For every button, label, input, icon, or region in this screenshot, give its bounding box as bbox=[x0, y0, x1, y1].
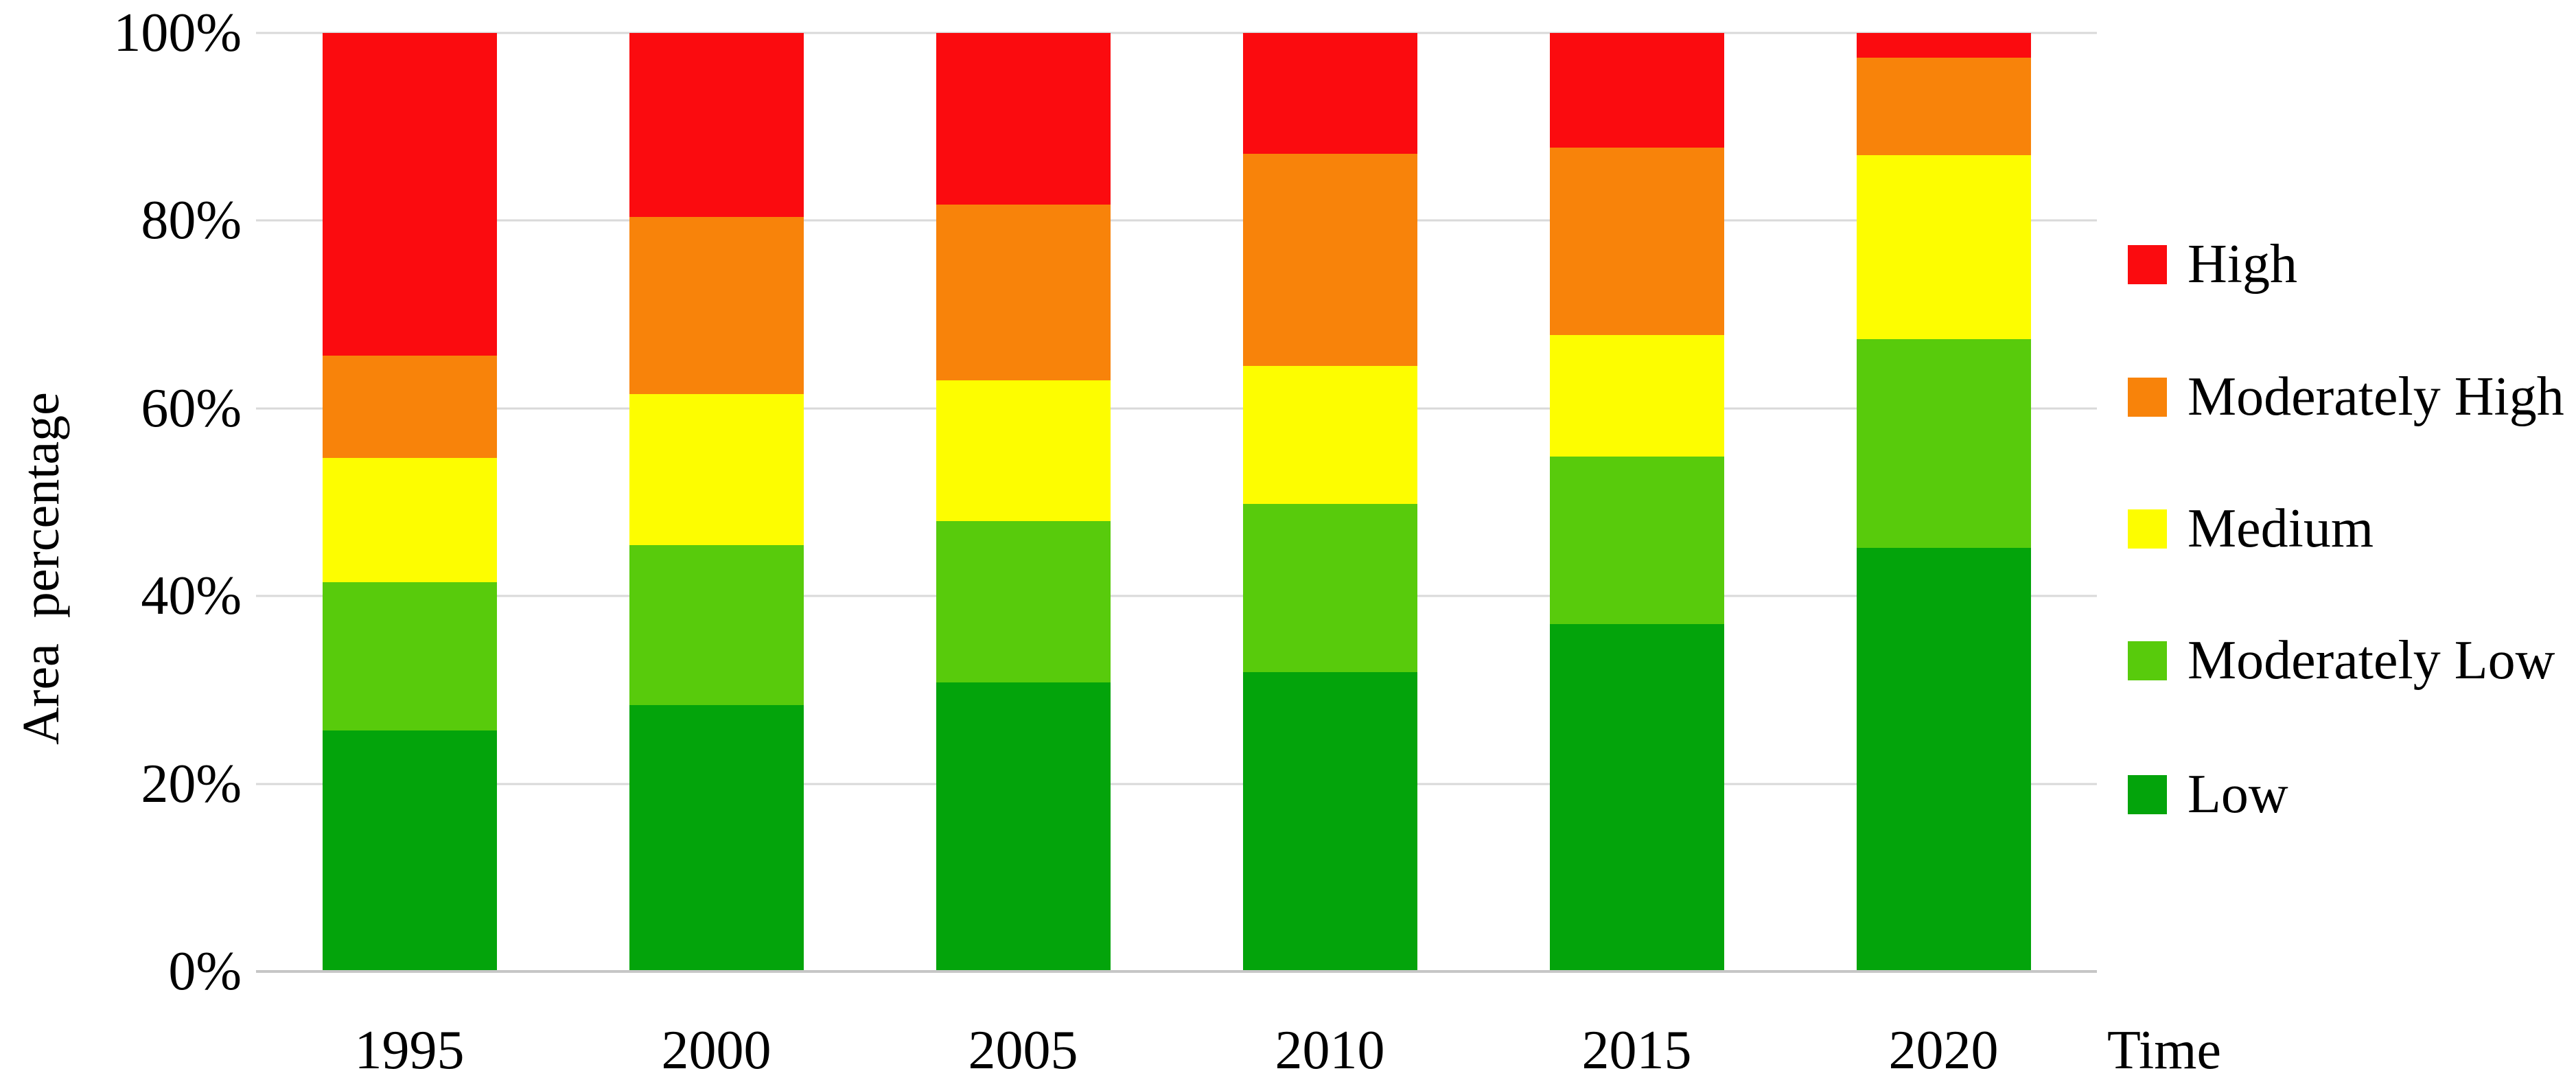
bar-segment-2015-moderately-low bbox=[1549, 456, 1724, 625]
y-tick-label-40: 40% bbox=[141, 566, 242, 627]
x-axis-line bbox=[256, 970, 2097, 973]
bar-segment-2000-moderately-low bbox=[629, 545, 804, 705]
bar-segment-2020-low bbox=[1856, 548, 2031, 971]
legend-item-low: Low bbox=[2128, 761, 2288, 827]
bar-2010 bbox=[1242, 33, 1417, 971]
bar-segment-2010-moderately-high bbox=[1242, 154, 1417, 367]
gridline-20 bbox=[256, 783, 2097, 785]
bar-segment-2005-moderately-high bbox=[936, 205, 1111, 380]
bar-segment-2000-low bbox=[629, 704, 804, 971]
legend-swatch-moderately-high bbox=[2128, 377, 2167, 417]
legend-label-moderately-low: Moderately Low bbox=[2188, 630, 2555, 691]
bar-segment-2020-high bbox=[1856, 33, 2031, 58]
bar-segment-2020-medium bbox=[1856, 154, 2031, 339]
bar-segment-1995-medium bbox=[322, 458, 497, 582]
bar-segment-2020-moderately-high bbox=[1856, 57, 2031, 155]
legend-label-high: High bbox=[2188, 234, 2297, 295]
plot-area bbox=[256, 32, 2097, 973]
x-axis-title: Time bbox=[2107, 1020, 2222, 1081]
y-tick-label-80: 80% bbox=[141, 190, 242, 251]
bar-2005 bbox=[936, 33, 1111, 971]
bar-segment-1995-moderately-high bbox=[322, 356, 497, 459]
y-tick-label-100: 100% bbox=[113, 3, 242, 63]
bar-segment-2005-low bbox=[936, 682, 1111, 971]
legend-swatch-low bbox=[2128, 774, 2167, 814]
bar-segment-2015-low bbox=[1549, 624, 1724, 971]
x-tick-label-2015: 2015 bbox=[1581, 1020, 1692, 1081]
bar-segment-2015-moderately-high bbox=[1549, 147, 1724, 336]
gridline-40 bbox=[256, 595, 2097, 597]
bar-2000 bbox=[629, 33, 804, 971]
x-tick-label-2005: 2005 bbox=[968, 1020, 1078, 1081]
bar-segment-2020-moderately-low bbox=[1856, 338, 2031, 549]
x-tick-label-2000: 2000 bbox=[661, 1020, 771, 1081]
legend-item-moderately-low: Moderately Low bbox=[2128, 628, 2555, 693]
y-tick-label-0: 0% bbox=[168, 941, 242, 1002]
bar-segment-2005-moderately-low bbox=[936, 520, 1111, 682]
legend-swatch-medium bbox=[2128, 509, 2167, 549]
bar-segment-2010-medium bbox=[1242, 366, 1417, 505]
bar-segment-2010-low bbox=[1242, 671, 1417, 971]
bar-segment-2015-high bbox=[1549, 33, 1724, 148]
legend-item-moderately-high: Moderately High bbox=[2128, 364, 2564, 430]
x-tick-label-2020: 2020 bbox=[1888, 1020, 1999, 1081]
legend-item-high: High bbox=[2128, 231, 2297, 297]
bar-segment-2000-high bbox=[629, 33, 804, 217]
bar-segment-2010-moderately-low bbox=[1242, 504, 1417, 672]
legend-label-low: Low bbox=[2188, 764, 2288, 825]
legend-label-moderately-high: Moderately High bbox=[2188, 367, 2564, 427]
bar-segment-2000-moderately-high bbox=[629, 216, 804, 395]
y-tick-label-20: 20% bbox=[141, 753, 242, 814]
bar-segment-1995-high bbox=[322, 33, 497, 356]
bar-2020 bbox=[1856, 33, 2031, 971]
bar-2015 bbox=[1549, 33, 1724, 971]
legend-swatch-high bbox=[2128, 244, 2167, 284]
legend-label-medium: Medium bbox=[2188, 498, 2374, 559]
gridline-100 bbox=[256, 32, 2097, 34]
bar-1995 bbox=[322, 33, 497, 971]
gridline-80 bbox=[256, 219, 2097, 222]
legend-swatch-moderately-low bbox=[2128, 641, 2167, 680]
y-tick-label-60: 60% bbox=[141, 378, 242, 439]
x-tick-label-2010: 2010 bbox=[1275, 1020, 1385, 1081]
bar-segment-2015-medium bbox=[1549, 335, 1724, 457]
bar-segment-2010-high bbox=[1242, 33, 1417, 154]
bar-segment-1995-moderately-low bbox=[322, 582, 497, 730]
bar-segment-2000-medium bbox=[629, 394, 804, 546]
bar-segment-2005-high bbox=[936, 33, 1111, 205]
gridline-60 bbox=[256, 407, 2097, 410]
legend-item-medium: Medium bbox=[2128, 496, 2374, 562]
bar-segment-1995-low bbox=[322, 730, 497, 971]
bar-segment-2005-medium bbox=[936, 380, 1111, 521]
x-tick-label-1995: 1995 bbox=[354, 1020, 465, 1081]
